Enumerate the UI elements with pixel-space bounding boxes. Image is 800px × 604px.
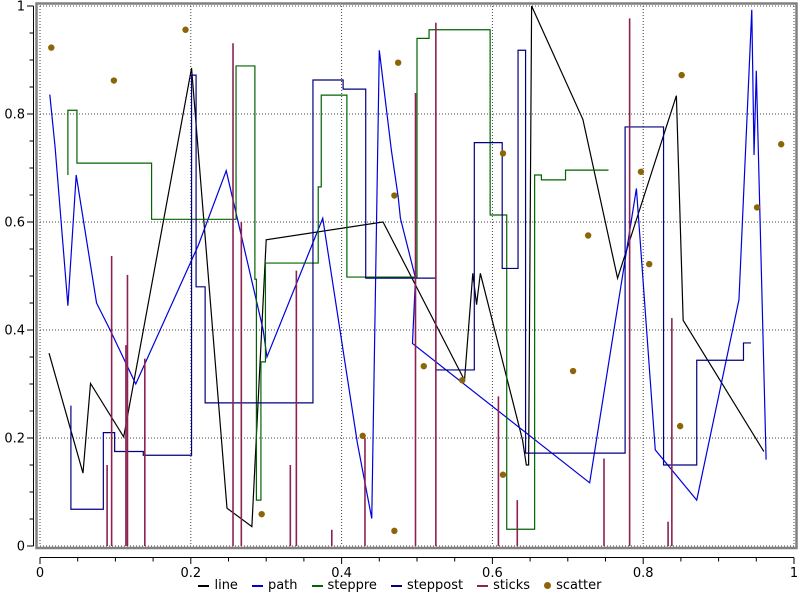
series-scatter-point: [359, 432, 366, 440]
legend-scatter-marker-dot-icon: [544, 582, 552, 589]
legend-item-steppre: steppre: [311, 578, 377, 593]
series-steppost: [70, 49, 752, 510]
series-scatter-point: [678, 71, 685, 79]
legend-item-label: steppost: [406, 578, 464, 593]
legend-item-steppost: steppost: [390, 578, 464, 593]
y-axis-tick-label: 0.2: [4, 432, 25, 447]
y-axis-tick-label: 0.6: [4, 216, 25, 231]
x-axis-tick-label: 0.6: [482, 566, 503, 581]
y-axis-tick-label: 0.8: [4, 108, 25, 123]
legend-line-marker-dash-icon: [198, 584, 210, 587]
legend-path-marker-dash-icon: [251, 584, 263, 587]
x-axis-tick-label: 0.4: [331, 566, 352, 581]
series-scatter-point: [499, 471, 507, 478]
legend-item-label: line: [214, 578, 238, 593]
series-scatter-point: [391, 192, 398, 199]
series-scatter-point: [584, 232, 592, 239]
series-scatter-point: [646, 260, 653, 268]
series-steppre: [67, 29, 609, 530]
series-scatter-point: [110, 77, 118, 84]
plot-border: [35, 2, 798, 550]
legend-item-label: steppre: [327, 578, 377, 593]
legend-item-path: path: [251, 578, 298, 593]
series-scatter-point: [637, 168, 645, 175]
legend-steppre-marker-dash-icon: [311, 584, 323, 587]
series-scatter-point: [459, 377, 466, 384]
x-axis-tick-label: 0: [36, 566, 44, 581]
series-scatter-point: [753, 204, 761, 211]
y-axis-tick-label: 1: [17, 0, 25, 15]
series-scatter-point: [420, 362, 427, 370]
y-axis-tick-label: 0.4: [4, 324, 25, 339]
chart-legend: line path steppre steppost sticks scatter: [0, 578, 800, 593]
legend-steppost-marker-dash-icon: [390, 584, 402, 587]
legend-item-label: path: [267, 578, 298, 593]
series-scatter-point: [394, 59, 402, 66]
y-axis-tick-label: 0: [17, 540, 25, 555]
series-scatter-point: [258, 510, 265, 518]
series-scatter-point: [569, 367, 577, 375]
series-scatter-point: [499, 150, 507, 157]
series-line: [48, 5, 765, 528]
series-scatter-point: [777, 141, 785, 148]
series-scatter-point: [48, 44, 55, 51]
series-path: [49, 9, 767, 519]
series-scatter-point: [676, 422, 684, 430]
series-scatter-point: [391, 527, 398, 535]
x-axis-tick-label: 0.2: [180, 566, 201, 581]
legend-item-label: scatter: [556, 578, 602, 593]
legend-item-sticks: sticks: [477, 578, 530, 593]
x-axis-tick-label: 0.8: [633, 566, 654, 581]
legend-sticks-marker-dash-icon: [477, 584, 489, 587]
x-axis-tick-label: 1: [790, 566, 798, 581]
series-scatter-point: [182, 26, 189, 33]
legend-item-line: line: [198, 578, 238, 593]
legend-item-scatter: scatter: [544, 578, 602, 593]
legend-item-label: sticks: [493, 578, 531, 593]
